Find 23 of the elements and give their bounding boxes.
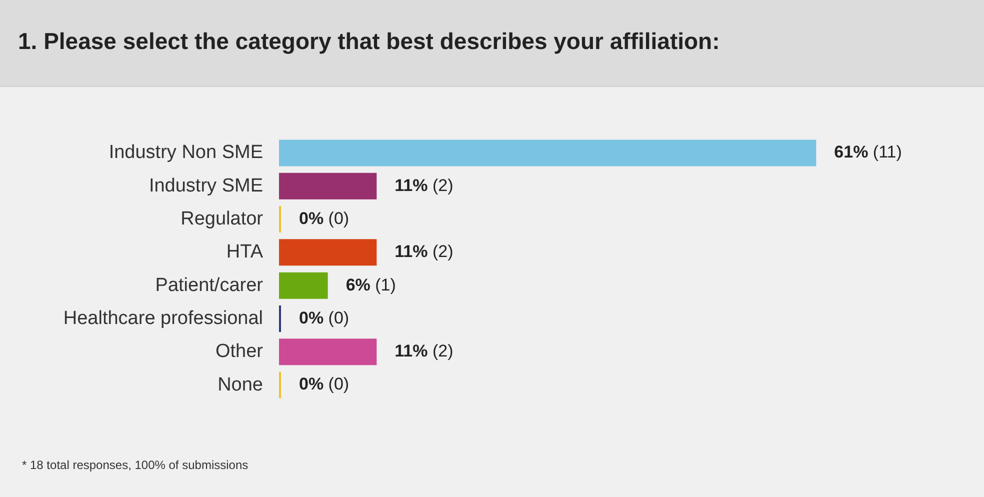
- data-label: 11% (2): [394, 242, 454, 262]
- data-label: 11% (2): [394, 342, 454, 361]
- y-tick-label: Regulator: [180, 208, 264, 230]
- y-tick-label: HTA: [226, 242, 264, 263]
- y-tick-label: Other: [215, 341, 264, 362]
- data-label: 0% (0): [299, 374, 350, 394]
- y-tick-label: None: [218, 374, 263, 396]
- y-tick-label: Healthcare professional: [63, 308, 263, 329]
- y-tick-label: Industry Non SME: [108, 142, 263, 164]
- text: * 18 total responses, 100% of submissions: [22, 458, 248, 472]
- bar: [279, 272, 328, 299]
- chart-title: 1. Please select the category that best describes your affiliation:: [18, 28, 720, 55]
- data-label: 61% (11): [834, 142, 902, 162]
- data-label: 0% (0): [299, 308, 350, 328]
- y-tick-label: Industry SME: [148, 175, 263, 196]
- bar: [279, 140, 816, 166]
- data-label: 6% (1): [346, 275, 396, 294]
- y-tick-label: Patient/carer: [155, 274, 264, 296]
- bar: [279, 172, 377, 200]
- bar: [279, 239, 377, 266]
- data-label: 11% (2): [394, 176, 454, 195]
- data-label: 0% (0): [299, 208, 350, 228]
- bar: [279, 338, 377, 366]
